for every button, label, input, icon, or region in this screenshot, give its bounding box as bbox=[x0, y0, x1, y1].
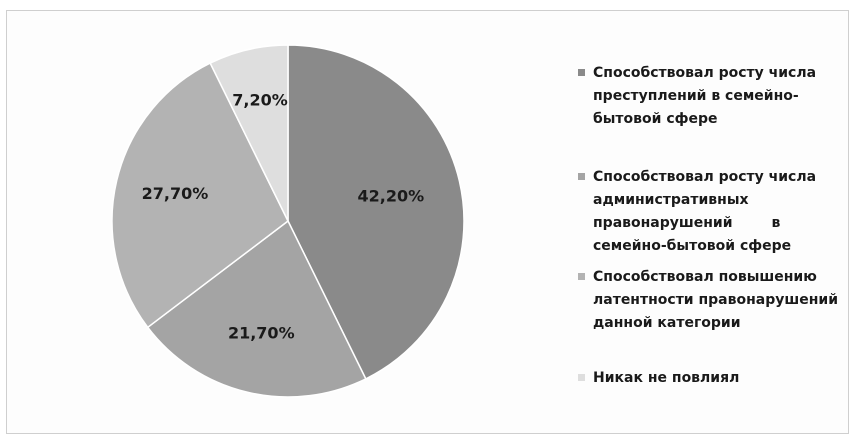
legend-label-latency: Способствовал повышению латентности прав… bbox=[593, 269, 839, 331]
data-label-none: 7,20% bbox=[232, 91, 288, 110]
legend-label-none: Никак не повлиял bbox=[593, 370, 740, 386]
data-label-crimes: 42,20% bbox=[358, 187, 425, 206]
data-label-admin: 21,70% bbox=[228, 324, 295, 343]
legend-item-crimes: Способствовал росту числа преступлений в… bbox=[578, 62, 816, 131]
legend-swatch-latency bbox=[578, 273, 585, 280]
legend-label-admin: Способствовал росту числа административн… bbox=[593, 169, 817, 254]
slice-crimes bbox=[287, 44, 465, 380]
legend-label-crimes: Способствовал росту числа преступлений в… bbox=[593, 65, 817, 127]
legend-swatch-crimes bbox=[578, 69, 585, 76]
legend-item-latency: Способствовал повышению латентности прав… bbox=[578, 266, 838, 335]
data-label-latency: 27,70% bbox=[142, 184, 209, 203]
legend-swatch-none bbox=[578, 374, 585, 381]
slice-none bbox=[209, 44, 289, 222]
slice-latency bbox=[111, 62, 289, 329]
slice-admin bbox=[146, 219, 367, 398]
legend-swatch-admin bbox=[578, 173, 585, 180]
legend-item-none: Никак не повлиял bbox=[578, 367, 739, 390]
legend-item-admin: Способствовал росту числа административн… bbox=[578, 166, 816, 258]
